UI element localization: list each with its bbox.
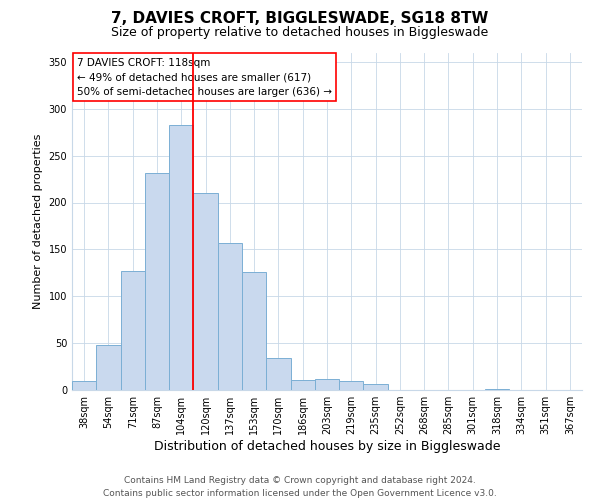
- Bar: [145, 174, 169, 390]
- Bar: [96, 345, 121, 390]
- Bar: [193, 193, 218, 390]
- Bar: [169, 124, 193, 390]
- Text: Contains HM Land Registry data © Crown copyright and database right 2024.
Contai: Contains HM Land Registry data © Crown c…: [103, 476, 497, 498]
- Bar: [266, 358, 290, 390]
- Bar: [242, 272, 266, 390]
- Bar: [72, 380, 96, 390]
- X-axis label: Distribution of detached houses by size in Biggleswade: Distribution of detached houses by size …: [154, 440, 500, 453]
- Bar: [364, 384, 388, 390]
- Bar: [218, 243, 242, 390]
- Bar: [485, 389, 509, 390]
- Bar: [339, 380, 364, 390]
- Text: 7 DAVIES CROFT: 118sqm
← 49% of detached houses are smaller (617)
50% of semi-de: 7 DAVIES CROFT: 118sqm ← 49% of detached…: [77, 58, 332, 97]
- Y-axis label: Number of detached properties: Number of detached properties: [33, 134, 43, 309]
- Bar: [290, 380, 315, 390]
- Text: Size of property relative to detached houses in Biggleswade: Size of property relative to detached ho…: [112, 26, 488, 39]
- Bar: [121, 271, 145, 390]
- Bar: [315, 379, 339, 390]
- Text: 7, DAVIES CROFT, BIGGLESWADE, SG18 8TW: 7, DAVIES CROFT, BIGGLESWADE, SG18 8TW: [112, 11, 488, 26]
